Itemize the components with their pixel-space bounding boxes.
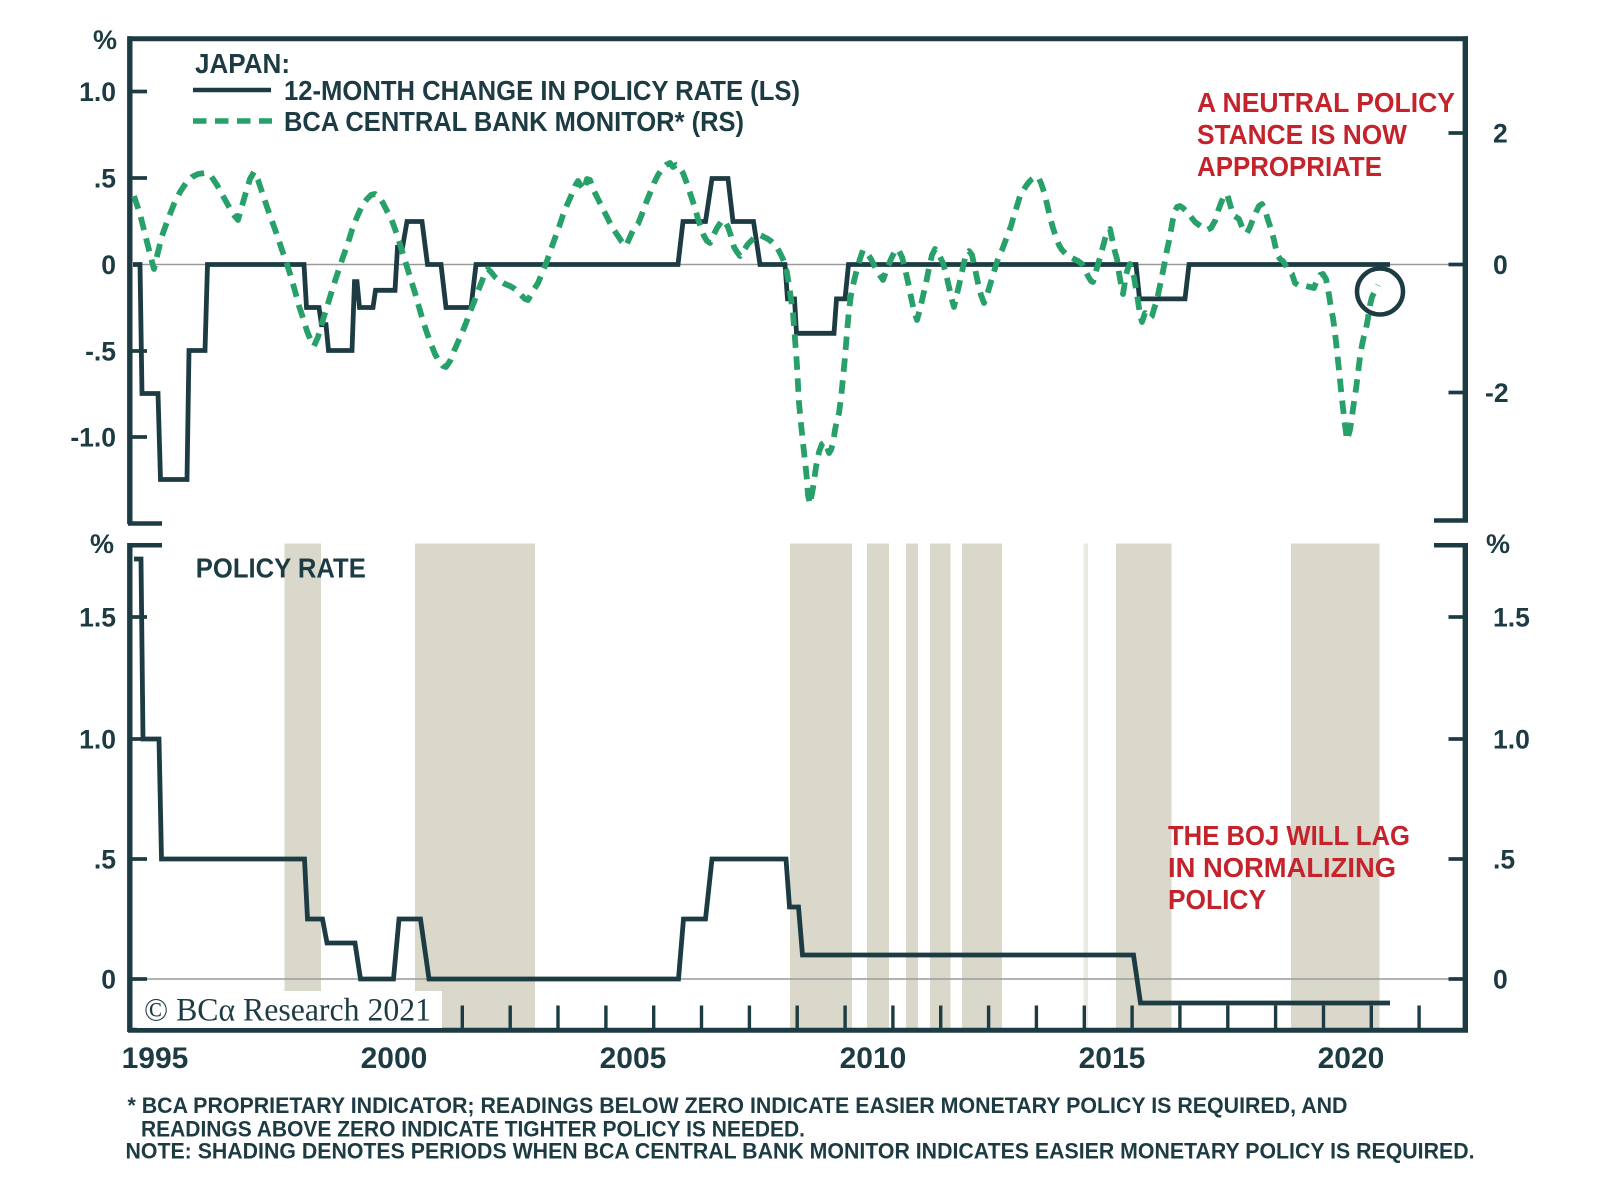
svg-text:2015: 2015 <box>1079 1042 1146 1075</box>
svg-text:© BCα Research 2021: © BCα Research 2021 <box>144 993 431 1029</box>
svg-text:APPROPRIATE: APPROPRIATE <box>1197 151 1382 182</box>
svg-text:STANCE IS NOW: STANCE IS NOW <box>1197 119 1408 150</box>
svg-text:2020: 2020 <box>1318 1042 1385 1075</box>
svg-text:2: 2 <box>1493 119 1508 149</box>
svg-text:0: 0 <box>101 250 116 280</box>
svg-text:1.0: 1.0 <box>79 77 116 107</box>
svg-text:%: % <box>90 529 114 559</box>
svg-text:%: % <box>1486 529 1510 559</box>
svg-text:2005: 2005 <box>600 1042 667 1075</box>
svg-text:-1.0: -1.0 <box>70 423 116 453</box>
svg-text:%: % <box>93 25 117 55</box>
svg-text:1.0: 1.0 <box>79 725 116 755</box>
svg-text:.5: .5 <box>94 164 116 194</box>
svg-text:0: 0 <box>101 965 116 995</box>
svg-text:READINGS ABOVE ZERO INDICATE T: READINGS ABOVE ZERO INDICATE TIGHTER POL… <box>141 1117 805 1142</box>
svg-text:.5: .5 <box>94 845 116 875</box>
svg-text:1.5: 1.5 <box>1493 603 1530 633</box>
svg-text:0: 0 <box>1493 965 1508 995</box>
svg-text:* BCA PROPRIETARY INDICATOR; R: * BCA PROPRIETARY INDICATOR; READINGS BE… <box>128 1093 1348 1118</box>
svg-text:BCA CENTRAL BANK MONITOR* (RS): BCA CENTRAL BANK MONITOR* (RS) <box>284 106 744 137</box>
svg-text:A NEUTRAL POLICY: A NEUTRAL POLICY <box>1197 87 1455 118</box>
svg-text:NOTE: SHADING DENOTES PERIODS: NOTE: SHADING DENOTES PERIODS WHEN BCA C… <box>126 1139 1475 1164</box>
svg-text:1.0: 1.0 <box>1493 725 1530 755</box>
svg-text:POLICY: POLICY <box>1168 884 1266 915</box>
svg-text:2000: 2000 <box>361 1042 428 1075</box>
svg-text:JAPAN:: JAPAN: <box>195 48 290 79</box>
svg-text:0: 0 <box>1493 250 1508 280</box>
svg-text:.5: .5 <box>1493 845 1515 875</box>
svg-text:12-MONTH CHANGE IN POLICY RATE: 12-MONTH CHANGE IN POLICY RATE (LS) <box>284 75 800 106</box>
svg-text:2010: 2010 <box>840 1042 907 1075</box>
svg-text:-.5: -.5 <box>85 337 116 367</box>
svg-text:POLICY RATE: POLICY RATE <box>196 552 366 583</box>
svg-text:THE BOJ WILL LAG: THE BOJ WILL LAG <box>1168 820 1410 851</box>
svg-text:-2: -2 <box>1485 378 1509 408</box>
svg-text:1995: 1995 <box>122 1042 189 1075</box>
svg-text:1.5: 1.5 <box>79 603 116 633</box>
svg-text:IN NORMALIZING: IN NORMALIZING <box>1168 852 1396 883</box>
